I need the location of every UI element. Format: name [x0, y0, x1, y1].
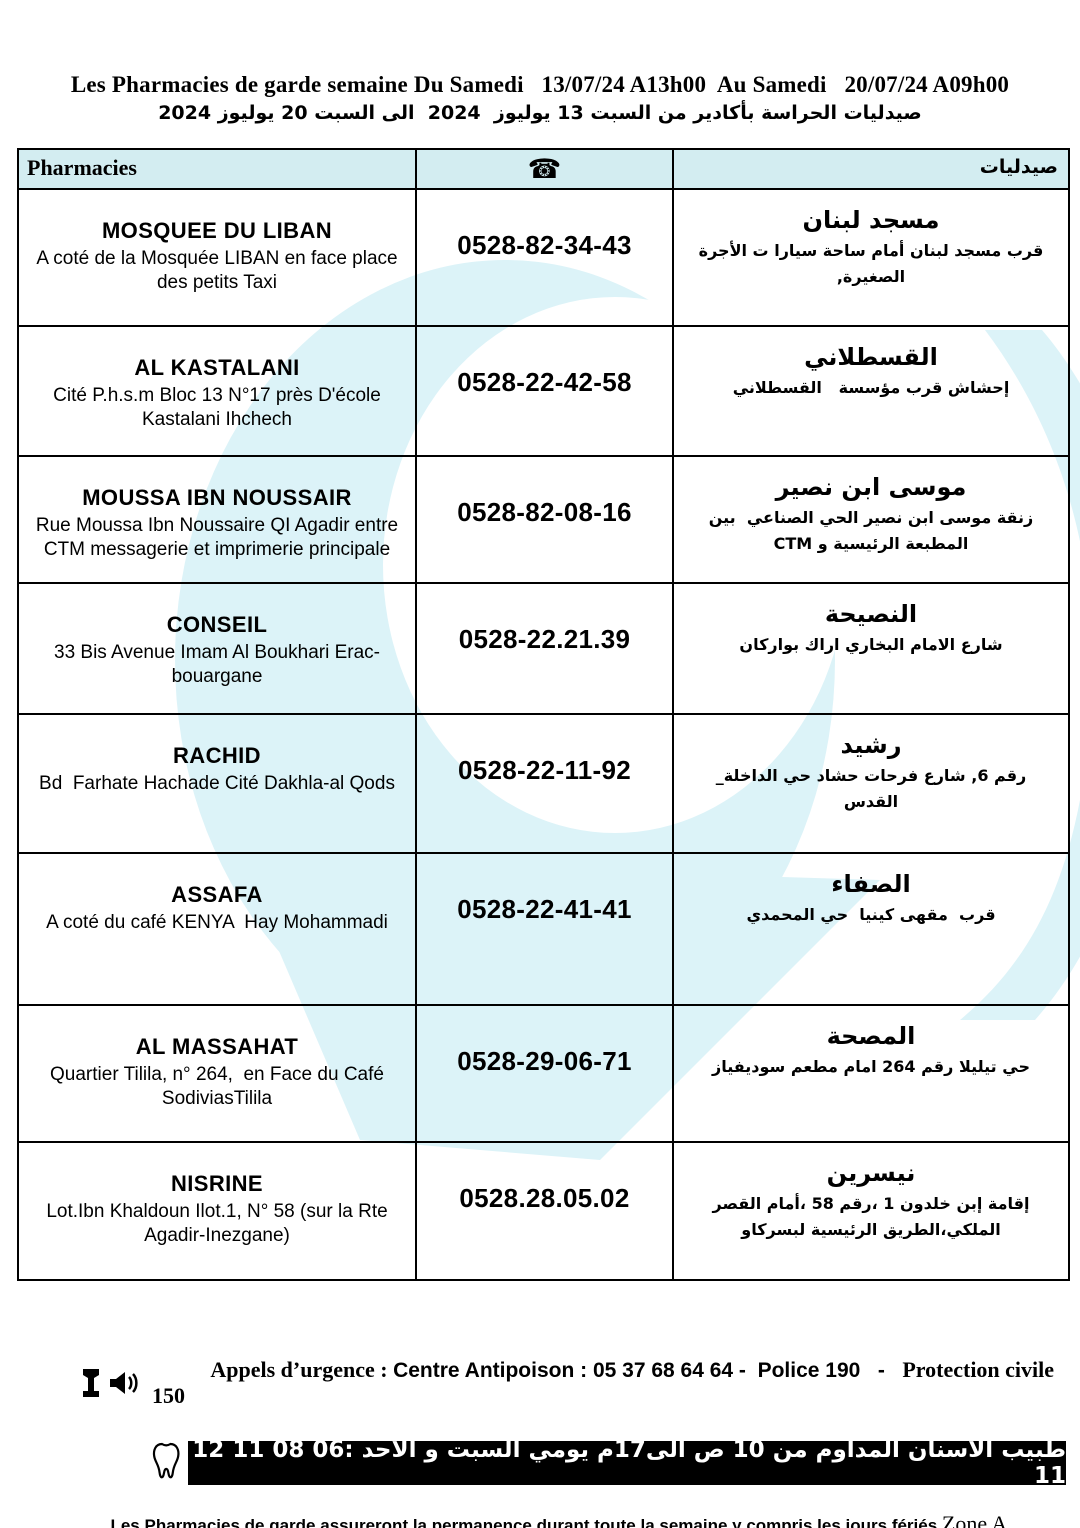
pharmacy-name-ar: رشيد [840, 731, 902, 759]
pharmacy-cell-fr: ASSAFA A coté du café KENYA Hay Mohammad… [19, 854, 415, 1004]
pharmacy-phone-cell: 0528-29-06-71 [415, 1006, 672, 1141]
pharmacy-address-fr: A coté de la Mosquée LIBAN en face place… [36, 248, 403, 294]
pharmacy-name-fr: NISRINE [170, 1171, 264, 1196]
table-row: MOSQUEE DU LIBAN A coté de la Mosquée LI… [19, 188, 1068, 325]
pharmacy-address-ar: إحشاش قرب مؤسسة القسطلاني [732, 378, 1010, 398]
pharmacy-address-ar: حي تيليلا رقم 264 امام مطعم سوديفياز [712, 1057, 1030, 1077]
table-row: ASSAFA A coté du café KENYA Hay Mohammad… [19, 852, 1068, 1004]
pharmacies-table: Pharmacies ☎ صيدليات MOSQUEE DU LIBAN A … [17, 148, 1070, 1281]
table-row: NISRINE Lot.Ibn Khaldoun Ilot.1, N° 58 (… [19, 1141, 1068, 1279]
pharmacy-phone-cell: 0528-22.21.39 [415, 584, 672, 713]
emergency-prefix: Appels d’urgence [210, 1357, 375, 1382]
pharmacy-name-ar: الصفاء [831, 870, 911, 898]
phone-number: 0528-22-41-41 [457, 894, 632, 924]
header-arabic-label: صيدليات [672, 150, 1068, 188]
page-subtitle-arabic: صيدليات الحراسة بأكادير من السبت 13 يولي… [158, 102, 922, 124]
header-pharmacies-label: Pharmacies [27, 155, 137, 180]
pharmacy-cell-fr: RACHID Bd Farhate Hachade Cité Dakhla-al… [19, 715, 415, 852]
pharmacy-cell-ar: رشيد رقم 6, شارع فرحات حشاد حي الداخلة_ … [672, 715, 1068, 852]
telephone-icon: ☎ [415, 150, 672, 188]
pharmacy-phone-cell: 0528-82-08-16 [415, 457, 672, 582]
pharmacy-name-ar: المصحة [826, 1022, 916, 1050]
telephone-icon [83, 1369, 99, 1397]
pharmacy-phone-cell: 0528-82-34-43 [415, 190, 672, 325]
pharmacy-phone-cell: 0528.28.05.02 [415, 1143, 672, 1279]
tooth-icon [152, 1442, 180, 1479]
pharmacy-phone-cell: 0528-22-42-58 [415, 327, 672, 455]
phone-number: 0528-22.21.39 [458, 624, 631, 654]
pharmacy-name-fr: RACHID [173, 743, 261, 768]
pharmacy-cell-fr: NISRINE Lot.Ibn Khaldoun Ilot.1, N° 58 (… [19, 1143, 415, 1279]
pharmacy-name-fr: AL KASTALANI [134, 355, 300, 380]
pharmacy-name-ar: النصيحة [824, 600, 918, 628]
pharmacy-address-fr: Lot.Ibn Khaldoun Ilot.1, N° 58 (sur la R… [46, 1201, 392, 1247]
pharmacy-name-ar: القسطلاني [804, 343, 938, 371]
table-row: CONSEIL 33 Bis Avenue Imam Al Boukhari E… [19, 582, 1068, 713]
dentist-banner: طبيب الأسنان المداوم من 10 ص الى17م يومي… [184, 1437, 1066, 1489]
emergency-suffix: Protection civile 150 [152, 1357, 1060, 1408]
pharmacy-cell-ar: النصيحة شارع الامام البخاري اراك بواركان [672, 584, 1068, 713]
phone-number: 0528-82-08-16 [457, 497, 632, 527]
emergency-icons [80, 1369, 140, 1397]
pharmacy-address-ar: زنقة موسى ابن نصير الحي الصناعي بين المط… [703, 508, 1034, 553]
pharmacy-cell-fr: MOSQUEE DU LIBAN A coté de la Mosquée LI… [19, 190, 415, 325]
pharmacy-address-ar: شارع الامام البخاري اراك بواركان [739, 635, 1003, 655]
pharmacy-cell-ar: نيسرين إقامة إبن خلدون 1 ،رقم 58 ،أمام ا… [672, 1143, 1068, 1279]
pharmacy-name-fr: AL MASSAHAT [135, 1034, 299, 1059]
page-footer: Appels d’urgence : Centre Antipoison : 0… [0, 1333, 1080, 1528]
pharmacy-address-fr: A coté du café KENYA Hay Mohammadi [46, 912, 388, 933]
pharmacy-name-ar: مسجد لبنان [802, 206, 940, 234]
permanence-note: Les Pharmacies de garde assureront la pe… [0, 1491, 1080, 1528]
table-row: MOUSSA IBN NOUSSAIR Rue Moussa Ibn Nouss… [19, 455, 1068, 582]
table-row: RACHID Bd Farhate Hachade Cité Dakhla-al… [19, 713, 1068, 852]
page-title: Les Pharmacies de garde semaine Du Samed… [70, 72, 1010, 97]
pharmacy-cell-ar: القسطلاني إحشاش قرب مؤسسة القسطلاني [672, 327, 1068, 455]
emergency-main: Centre Antipoison : 05 37 68 64 64 - Pol… [393, 1359, 903, 1382]
phone-number: 0528-22-11-92 [457, 755, 632, 785]
pharmacy-address-fr: Quartier Tilila, n° 264, en Face du Café… [50, 1064, 390, 1110]
pharmacy-cell-ar: المصحة حي تيليلا رقم 264 امام مطعم سوديف… [672, 1006, 1068, 1141]
phone-number: 0528-22-42-58 [457, 367, 632, 397]
pharmacy-address-fr: Cité P.h.s.m Bloc 13 N°17 près D'école K… [53, 385, 387, 431]
pharmacy-address-ar: إقامة إبن خلدون 1 ،رقم 58 ،أمام القصر ال… [706, 1194, 1030, 1239]
pharmacy-name-fr: MOSQUEE DU LIBAN [101, 218, 333, 243]
pharmacy-cell-ar: مسجد لبنان قرب مسجد لبنان أمام ساحة سيار… [672, 190, 1068, 325]
table-row: AL KASTALANI Cité P.h.s.m Bloc 13 N°17 p… [19, 325, 1068, 455]
table-row: AL MASSAHAT Quartier Tilila, n° 264, en … [19, 1004, 1068, 1141]
pharmacy-phone-cell: 0528-22-11-92 [415, 715, 672, 852]
pharmacy-cell-fr: AL MASSAHAT Quartier Tilila, n° 264, en … [19, 1006, 415, 1141]
pharmacy-phone-cell: 0528-22-41-41 [415, 854, 672, 1004]
pharmacy-address-ar: رقم 6, شارع فرحات حشاد حي الداخلة_ القدس [710, 766, 1027, 811]
phone-number: 0528-82-34-43 [457, 230, 632, 260]
table-header-row: Pharmacies ☎ صيدليات [19, 150, 1068, 188]
pharmacy-name-fr: CONSEIL [166, 612, 268, 637]
dentist-banner-line: طبيب الأسنان المداوم من 10 ص الى17م يومي… [150, 1437, 1080, 1489]
emergency-text: Appels d’urgence : Centre Antipoison : 0… [152, 1357, 1060, 1408]
pharmacy-cell-ar: الصفاء قرب مقهى كينيا حي المحمدي [672, 854, 1068, 1004]
phone-number: 0528-29-06-71 [457, 1046, 632, 1076]
pharmacy-address-fr: Bd Farhate Hachade Cité Dakhla-al Qods [39, 773, 395, 794]
pharmacy-address-fr: 33 Bis Avenue Imam Al Boukhari Erac-boua… [54, 642, 380, 688]
pharmacy-cell-fr: CONSEIL 33 Bis Avenue Imam Al Boukhari E… [19, 584, 415, 713]
pharmacy-cell-fr: AL KASTALANI Cité P.h.s.m Bloc 13 N°17 p… [19, 327, 415, 455]
pharmacy-address-ar: قرب مسجد لبنان أمام ساحة سيارا ت الأجرة … [693, 241, 1044, 286]
pharmacy-name-fr: MOUSSA IBN NOUSSAIR [82, 485, 352, 510]
pharmacy-name-ar: موسى ابن نصير [775, 473, 967, 501]
pharmacy-cell-fr: MOUSSA IBN NOUSSAIR Rue Moussa Ibn Nouss… [19, 457, 415, 582]
pharmacy-name-ar: نيسرين [826, 1159, 916, 1187]
pharmacy-address-ar: قرب مقهى كينيا حي المحمدي [746, 905, 996, 925]
pharmacy-address-fr: Rue Moussa Ibn Noussaire QI Agadir entre… [35, 515, 404, 561]
pharmacy-cell-ar: موسى ابن نصير زنقة موسى ابن نصير الحي ال… [672, 457, 1068, 582]
emergency-line: Appels d’urgence : Centre Antipoison : 0… [80, 1333, 1080, 1433]
zone-label: Zone A [941, 1511, 1008, 1528]
pharmacy-name-fr: ASSAFA [171, 882, 263, 907]
permanence-note-text: Les Pharmacies de garde assureront la pe… [110, 1516, 942, 1528]
phone-number: 0528.28.05.02 [459, 1183, 630, 1213]
speaker-icon [110, 1372, 138, 1394]
